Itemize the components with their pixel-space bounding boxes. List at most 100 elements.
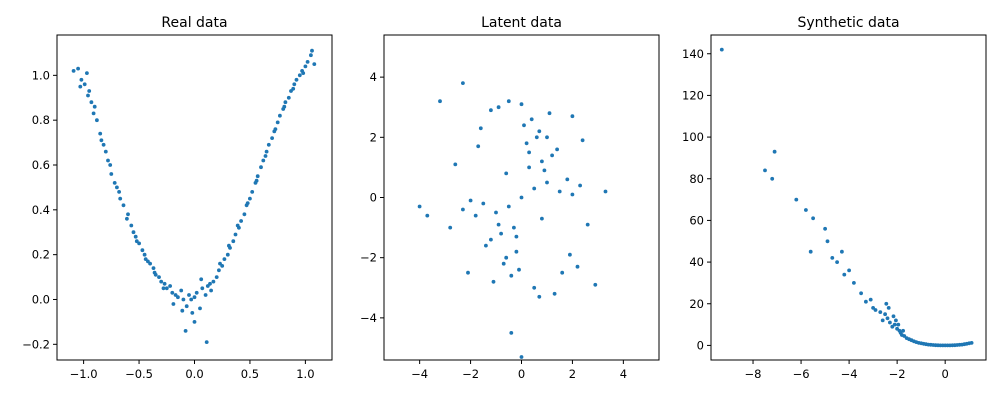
data-point xyxy=(192,320,197,324)
data-point xyxy=(148,261,153,266)
data-point xyxy=(312,62,317,66)
data-point xyxy=(901,328,905,333)
x-axis-ticks: −8 −6 −4 −2 0 xyxy=(745,360,949,381)
data-point xyxy=(552,291,557,296)
data-point xyxy=(830,256,835,260)
panel-real-data: Real data −1.0 −0.5 0.0 0.5 1.0 −0.2 0.0 0.2 0.… xyxy=(22,15,333,381)
data-point xyxy=(245,201,250,206)
data-point xyxy=(85,71,89,75)
data-point xyxy=(763,168,767,173)
data-point xyxy=(310,48,314,53)
data-point xyxy=(527,150,531,155)
data-point xyxy=(282,104,287,109)
data-point xyxy=(126,212,130,217)
y-tick-label: 0 xyxy=(370,191,377,205)
data-point xyxy=(137,241,142,246)
data-point xyxy=(143,257,148,261)
y-tick-label: 60 xyxy=(689,213,704,227)
panel-synthetic-data: Synthetic data −8 −6 −4 −2 0 0 20 40 60 80 100 120… xyxy=(682,15,987,381)
data-point xyxy=(183,329,188,333)
data-point xyxy=(859,291,863,296)
data-point xyxy=(291,86,296,91)
data-point xyxy=(476,144,481,149)
x-tick-label: −4 xyxy=(841,367,858,381)
data-point xyxy=(565,177,570,182)
data-point xyxy=(506,99,511,104)
x-tick-label: −6 xyxy=(793,367,810,381)
data-point xyxy=(152,270,157,275)
data-point xyxy=(532,285,537,290)
chart-title: Synthetic data xyxy=(797,15,899,31)
data-point xyxy=(131,230,136,235)
data-point xyxy=(461,81,465,85)
data-point xyxy=(873,308,878,312)
data-point xyxy=(192,295,197,300)
data-point xyxy=(176,295,180,300)
x-tick-label: −2 xyxy=(889,367,906,381)
y-tick-label: 0.4 xyxy=(32,203,50,217)
scatter-points xyxy=(719,47,974,348)
data-point xyxy=(496,222,501,227)
data-point xyxy=(522,123,526,128)
data-point xyxy=(217,268,221,273)
data-point xyxy=(254,178,259,183)
y-axis-ticks: −4 −2 0 2 4 xyxy=(360,70,384,325)
data-point xyxy=(575,264,580,269)
data-point xyxy=(491,279,496,284)
data-point xyxy=(199,277,204,282)
data-point xyxy=(118,196,123,201)
data-point xyxy=(501,261,506,266)
data-point xyxy=(157,275,161,279)
data-point xyxy=(294,77,299,82)
x-axis-ticks: −4 −2 0 2 4 xyxy=(411,360,627,381)
data-point xyxy=(108,163,113,167)
data-point xyxy=(489,237,493,242)
data-point xyxy=(880,318,885,323)
y-axis-ticks: −0.2 0.0 0.2 0.4 0.6 0.8 1.0 xyxy=(22,68,57,351)
data-point xyxy=(92,104,97,109)
data-point xyxy=(142,252,147,257)
data-point xyxy=(808,249,813,254)
data-point xyxy=(180,308,185,313)
data-point xyxy=(170,290,175,295)
data-point xyxy=(95,118,99,123)
data-point xyxy=(203,293,208,297)
data-point xyxy=(117,190,121,194)
data-point xyxy=(969,341,974,345)
data-point xyxy=(519,102,524,107)
x-tick-label: 1.0 xyxy=(296,367,314,381)
data-point xyxy=(448,225,453,230)
data-point xyxy=(231,239,236,244)
data-point xyxy=(509,331,514,335)
data-point xyxy=(214,275,219,279)
data-point xyxy=(468,198,473,203)
y-tick-label: 0.2 xyxy=(32,248,50,262)
plot-frame xyxy=(710,34,987,361)
data-point xyxy=(171,302,176,306)
plot-frame xyxy=(56,34,333,361)
data-point xyxy=(884,301,889,306)
y-tick-label: 0 xyxy=(697,338,704,352)
data-point xyxy=(878,310,883,314)
data-point xyxy=(168,284,173,288)
data-point xyxy=(263,154,268,158)
y-tick-label: 0.8 xyxy=(32,113,50,127)
data-point xyxy=(484,243,488,248)
data-point xyxy=(187,293,191,297)
data-point xyxy=(842,272,847,277)
data-point xyxy=(545,135,549,140)
data-point xyxy=(305,60,310,64)
data-point xyxy=(425,213,430,218)
data-point xyxy=(540,159,544,164)
x-tick-label: 0 xyxy=(518,367,525,381)
data-point xyxy=(570,114,575,119)
data-point xyxy=(512,225,516,230)
y-tick-label: −4 xyxy=(360,311,377,325)
data-point xyxy=(517,267,521,272)
data-point xyxy=(233,232,238,237)
data-point xyxy=(489,108,493,113)
data-point xyxy=(534,135,539,140)
data-point xyxy=(115,185,119,190)
data-point xyxy=(101,142,106,147)
data-point xyxy=(478,126,483,131)
